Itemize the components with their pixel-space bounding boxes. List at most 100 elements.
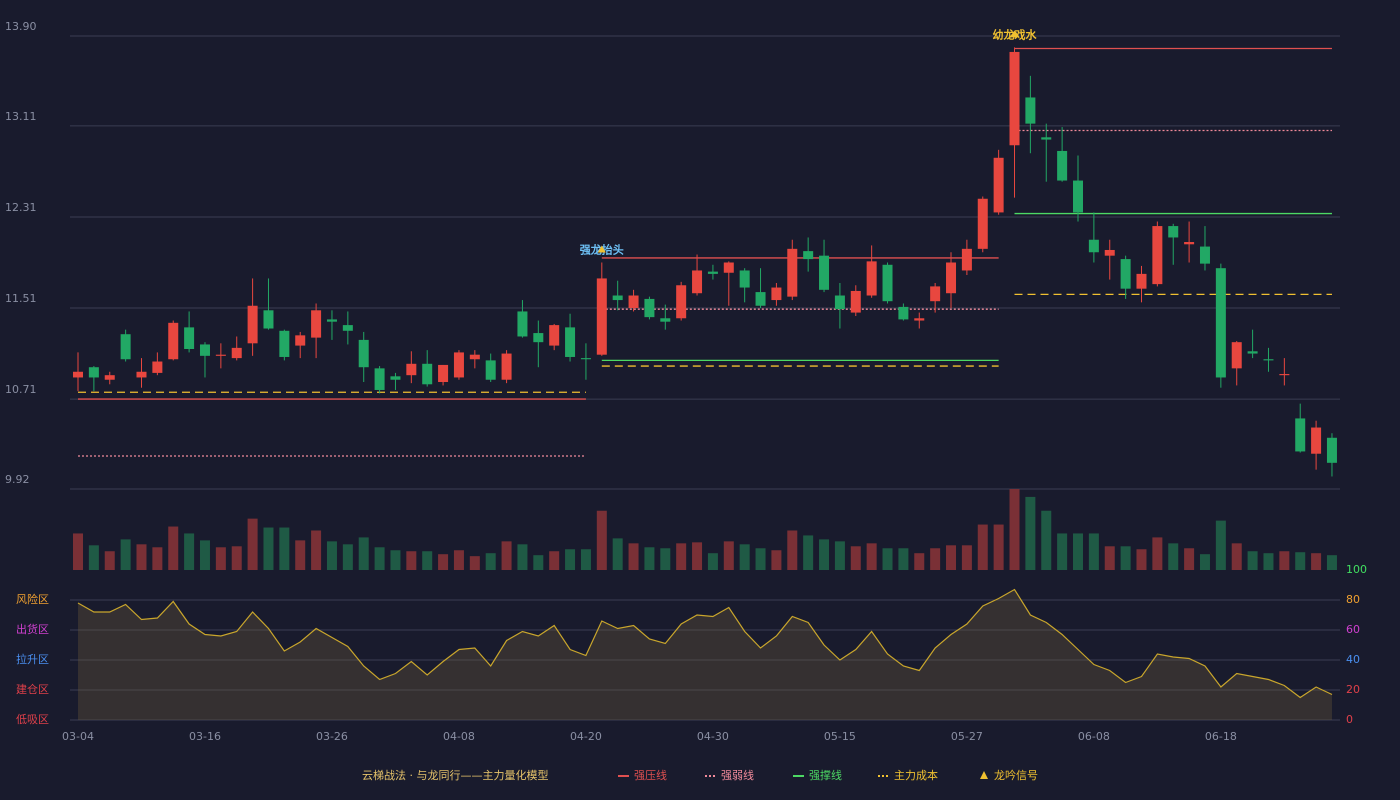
volume-bar [850, 546, 861, 570]
candle-body [533, 333, 544, 343]
candle-body [692, 270, 703, 294]
y2-tick-label: 20 [1346, 683, 1360, 696]
volume-bar [628, 543, 639, 570]
candle-body [168, 322, 179, 360]
candle-body [803, 251, 814, 260]
zone-label: 风险区 [16, 592, 49, 606]
volume-bar [1263, 553, 1274, 570]
volume-bar [580, 549, 591, 570]
candle-body [1088, 239, 1099, 253]
legend-label: 强撑线 [809, 768, 842, 782]
volume-bar [406, 551, 417, 570]
volume-bar [755, 548, 766, 570]
zone-label: 低吸区 [16, 713, 49, 726]
volume-bar [787, 530, 798, 570]
volume-bar [549, 551, 560, 570]
candle-body [295, 335, 306, 346]
candle-body [1152, 226, 1163, 285]
volume-bar [977, 524, 988, 570]
candle-body [311, 310, 322, 338]
volume-bar [596, 510, 607, 570]
volume-bar [247, 518, 258, 570]
candle-body [1326, 437, 1337, 463]
candle-body [946, 262, 957, 294]
candle-body [279, 330, 290, 357]
y-tick-label: 13.11 [5, 110, 37, 123]
volume-bar [1279, 551, 1290, 570]
oscillator-area [78, 589, 1332, 720]
candle-body [961, 248, 972, 271]
volume-bar [771, 550, 782, 570]
candle-body [136, 371, 147, 378]
candle-body [1311, 427, 1322, 454]
candle-body [1120, 259, 1131, 289]
candle-body [215, 354, 226, 356]
volume-bar [834, 541, 845, 570]
volume-bar [1009, 489, 1020, 570]
legend-label: 主力成本 [894, 768, 938, 782]
volume-bar [1152, 537, 1163, 570]
candle-body [88, 367, 99, 378]
legend-label: 强压线 [634, 768, 667, 782]
y2-tick-label: 80 [1346, 593, 1360, 606]
volume-bar [342, 544, 353, 570]
candle-body [1215, 268, 1226, 378]
volume-bar [803, 535, 814, 570]
candle-body [1025, 97, 1036, 124]
candle-body [834, 295, 845, 310]
volume-bar [263, 527, 274, 570]
volume-bar [390, 550, 401, 570]
volume-bar [1247, 551, 1258, 570]
candle-body [898, 306, 909, 320]
volume-bar [1199, 554, 1210, 570]
volume-bar [1072, 533, 1083, 570]
candle-body [152, 361, 163, 373]
candle-body [771, 287, 782, 301]
volume-bar [438, 554, 449, 570]
volume-bar [1025, 496, 1036, 570]
zone-label: 拉升区 [16, 652, 49, 666]
volume-bar [358, 537, 369, 570]
legend-swatch [980, 771, 988, 779]
volume-bar [993, 524, 1004, 570]
candle-body [485, 360, 496, 380]
candle-body [866, 261, 877, 296]
volume-bar [1041, 510, 1052, 570]
volume-bar [199, 540, 210, 570]
volume-bar [1184, 548, 1195, 570]
candle-body [120, 334, 131, 360]
y2-tick-label: 60 [1346, 623, 1360, 636]
volume-bar [184, 533, 195, 570]
volume-bar [533, 555, 544, 570]
candle-body [707, 271, 718, 274]
candle-body [247, 305, 258, 344]
volume-bar [279, 527, 290, 570]
volume-bar [882, 548, 893, 570]
candle-body [406, 363, 417, 376]
candle-body [739, 270, 750, 288]
candle-body [993, 157, 1004, 213]
volume-bar [152, 547, 163, 570]
volume-bar [676, 543, 687, 570]
volume-bar [104, 551, 115, 570]
candle-body [1199, 246, 1210, 264]
volume-bar [73, 533, 83, 570]
y-tick-label: 10.71 [5, 383, 37, 396]
volume-bar [565, 549, 576, 570]
candle-body [1168, 226, 1179, 238]
candle-body [326, 319, 337, 322]
candle-body [612, 295, 623, 301]
zone-label: 建仓区 [16, 682, 49, 696]
volume-bar [374, 547, 385, 570]
candle-body [977, 198, 988, 249]
zone-label: 出货区 [16, 622, 49, 636]
candle-body [469, 354, 480, 360]
volume-bar [311, 530, 322, 570]
volume-bar [1057, 533, 1068, 570]
candle-body [914, 318, 925, 321]
volume-bar [898, 548, 909, 570]
x-tick-label: 03-26 [316, 730, 348, 743]
y-tick-label: 9.92 [5, 473, 30, 486]
